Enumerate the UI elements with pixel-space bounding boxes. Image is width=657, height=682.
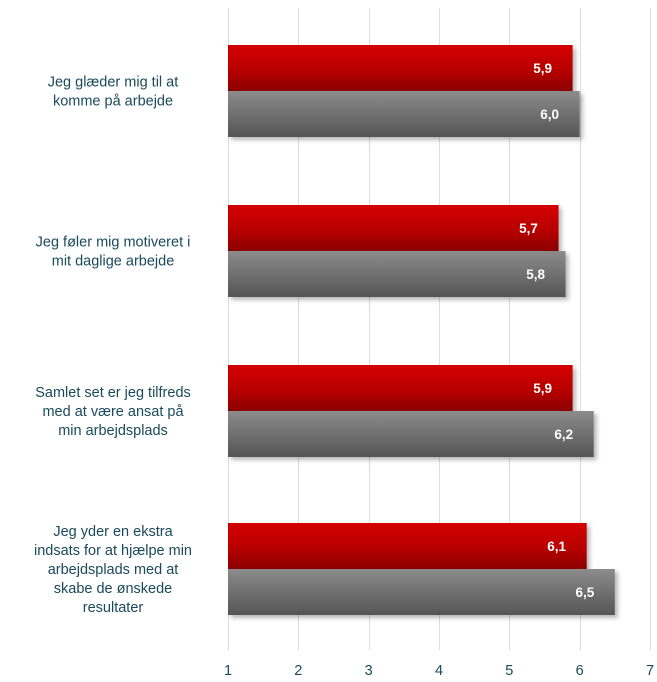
bar-series2-category2 bbox=[228, 251, 566, 297]
x-tick-label-3: 3 bbox=[365, 663, 373, 679]
data-label-series2-category3: 6,2 bbox=[554, 427, 573, 442]
category-label-3-line-1: Samlet set er jeg tilfreds bbox=[35, 385, 191, 401]
category-label-4-line-5: resultater bbox=[83, 600, 144, 616]
bar-series2-category4 bbox=[228, 569, 615, 615]
labels-layer: 1 2 3 4 5 6 7 5,9 5,7 5,9 6,1 6,0 5,8 6,2 6,5 Jeg glæde… bbox=[34, 61, 654, 679]
bar-series2-category3 bbox=[228, 411, 594, 457]
category-label-4: Jeg yder en ekstra indsats for at hjælpe … bbox=[34, 524, 192, 616]
bars-layer bbox=[228, 45, 615, 615]
data-label-series1-category3: 5,9 bbox=[533, 381, 552, 396]
data-label-series2-category2: 5,8 bbox=[526, 267, 545, 282]
x-tick-label-6: 6 bbox=[576, 663, 584, 679]
x-tick-label-1: 1 bbox=[224, 663, 232, 679]
category-label-1-line-1: Jeg glæder mig til at bbox=[48, 75, 179, 91]
category-label-4-line-1: Jeg yder en ekstra bbox=[53, 524, 173, 540]
x-tick-label-4: 4 bbox=[435, 663, 443, 679]
category-label-3: Samlet set er jeg tilfreds med at være an… bbox=[35, 385, 191, 439]
category-label-1: Jeg glæder mig til at komme på arbejde bbox=[48, 75, 179, 110]
bar-series1-category2 bbox=[228, 205, 559, 251]
category-label-4-line-2: indsats for at hjælpe min bbox=[34, 543, 192, 559]
bar-series1-category1 bbox=[228, 45, 573, 91]
category-label-3-line-3: min arbejdsplads bbox=[58, 423, 168, 439]
category-label-2-line-1: Jeg føler mig motiveret i bbox=[36, 235, 191, 251]
category-label-4-line-4: skabe de ønskede bbox=[54, 581, 173, 597]
bar-series1-category4 bbox=[228, 523, 587, 569]
category-label-2-line-2: mit daglige arbejde bbox=[52, 254, 175, 270]
x-tick-label-2: 2 bbox=[294, 663, 302, 679]
x-tick-label-5: 5 bbox=[505, 663, 513, 679]
x-tick-label-7: 7 bbox=[646, 663, 654, 679]
data-label-series2-category1: 6,0 bbox=[540, 107, 559, 122]
bar-series1-category3 bbox=[228, 365, 573, 411]
category-label-4-line-3: arbejdsplads med at bbox=[48, 562, 179, 578]
category-label-1-line-2: komme på arbejde bbox=[53, 94, 173, 110]
data-label-series1-category2: 5,7 bbox=[519, 221, 538, 236]
data-label-series2-category4: 6,5 bbox=[575, 585, 594, 600]
category-label-2: Jeg føler mig motiveret i mit daglige arb… bbox=[36, 235, 191, 270]
data-label-series1-category1: 5,9 bbox=[533, 61, 552, 76]
data-label-series1-category4: 6,1 bbox=[547, 539, 566, 554]
category-label-3-line-2: med at være ansat på bbox=[42, 404, 184, 420]
bar-series2-category1 bbox=[228, 91, 580, 137]
